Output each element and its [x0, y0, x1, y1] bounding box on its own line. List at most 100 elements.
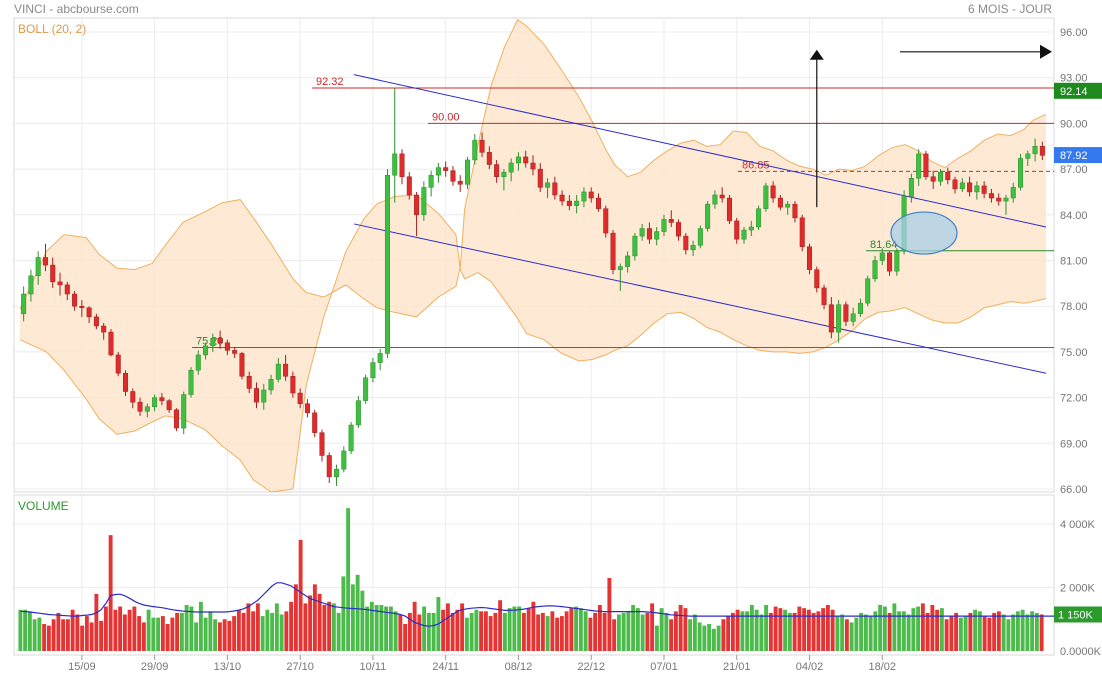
candle-body [603, 208, 609, 234]
candle-body [654, 231, 660, 240]
candle-body [530, 162, 536, 170]
volume-bar [483, 611, 488, 651]
volume-bar [360, 590, 365, 651]
candle-body [159, 397, 165, 401]
volume-bar [992, 612, 997, 651]
price-panel [13, 17, 1055, 493]
vertical-arrow-head [809, 49, 824, 60]
volume-bar [830, 609, 835, 651]
volume-bar [70, 609, 75, 651]
volume-bar [550, 611, 555, 651]
volume-bar [289, 601, 294, 651]
volume-bar [284, 611, 289, 651]
volume-bar [935, 609, 940, 651]
volume-bar [954, 612, 959, 651]
horizontal-arrow-head [1040, 44, 1052, 59]
volume-bar [270, 612, 275, 651]
x-tick-label: 10/11 [360, 661, 387, 673]
volume-bar [1001, 614, 1006, 651]
candle-body [726, 197, 732, 222]
volume-bar [460, 603, 465, 651]
level-badge-label: 92.14 [1060, 86, 1088, 98]
volume-bar [555, 617, 560, 651]
price-tick-label: 81.00 [1060, 256, 1088, 268]
volume-bar [327, 601, 332, 651]
candle-body [42, 257, 48, 266]
volume-bar [331, 603, 336, 651]
candle-body [559, 194, 565, 202]
volume-bar [293, 584, 298, 651]
volume-bar [479, 611, 484, 651]
candle-body [836, 304, 842, 333]
volume-bar [232, 616, 237, 651]
volume-bar [203, 617, 208, 651]
volume-bar [355, 574, 360, 651]
candle-body [334, 468, 340, 478]
candle-body [872, 260, 878, 280]
candle-body [268, 379, 274, 391]
volume-bar [578, 608, 583, 651]
x-tick-label: 22/12 [577, 661, 605, 673]
candle-body [552, 182, 558, 196]
volume-bar [873, 611, 878, 651]
price-tick-label: 96.00 [1060, 27, 1088, 39]
candle-body [326, 455, 332, 478]
volume-bar [564, 611, 569, 651]
volume-bars [18, 508, 1102, 651]
volume-bar [688, 619, 693, 651]
candle-body [959, 182, 965, 190]
candle-body [465, 159, 471, 185]
volume-bar [764, 604, 769, 651]
candle-body [144, 406, 150, 412]
volume-bar [65, 619, 70, 651]
candle-body [224, 342, 230, 351]
candle-body [64, 284, 70, 295]
volume-bar [346, 508, 351, 651]
candle-body [545, 182, 551, 188]
volume-bar [735, 609, 740, 651]
volume-bar [517, 606, 522, 651]
level-label: 75.29 [196, 335, 224, 347]
volume-bar [99, 620, 104, 651]
volume-bar [103, 606, 108, 651]
candle-body [923, 153, 929, 177]
volume-bar [531, 601, 536, 651]
volume-bar [94, 593, 99, 651]
candle-body [1039, 146, 1045, 156]
volume-bar [1020, 609, 1025, 651]
candle-body [865, 278, 871, 304]
volume-bar [754, 609, 759, 651]
level-label: 81.64 [870, 239, 898, 251]
price-tick-label: 90.00 [1060, 118, 1088, 130]
volume-bar [227, 620, 232, 651]
volume-bar [920, 603, 925, 651]
price-tick-label: 84.00 [1060, 210, 1088, 222]
candle-body [123, 372, 129, 392]
candle-body [355, 400, 361, 426]
volume-bar [303, 603, 308, 651]
candle-body [35, 257, 41, 276]
volume-bar [18, 609, 23, 651]
header-title: VINCI - abcbourse.com [14, 2, 139, 16]
volume-bar [1025, 614, 1030, 651]
volume-bar [669, 619, 674, 651]
candle-body [1025, 153, 1031, 159]
volume-bar [403, 624, 408, 651]
volume-bar [716, 625, 721, 651]
volume-bar [127, 609, 132, 651]
volume-bar [56, 612, 61, 651]
last-price-label: 87.92 [1060, 150, 1088, 162]
volume-bar [208, 611, 213, 651]
price-tick-label: 69.00 [1060, 438, 1088, 450]
candle-body [646, 228, 652, 240]
volume-bar [217, 622, 222, 651]
price-tick-label: 75.00 [1060, 347, 1088, 359]
candle-body [86, 307, 92, 318]
candle-body [341, 450, 347, 470]
volume-bar [222, 619, 227, 651]
candle-body [152, 397, 158, 407]
candle-body [770, 185, 776, 199]
candle-body [399, 153, 405, 177]
volume-bar [113, 609, 118, 651]
candle-body [777, 197, 783, 208]
